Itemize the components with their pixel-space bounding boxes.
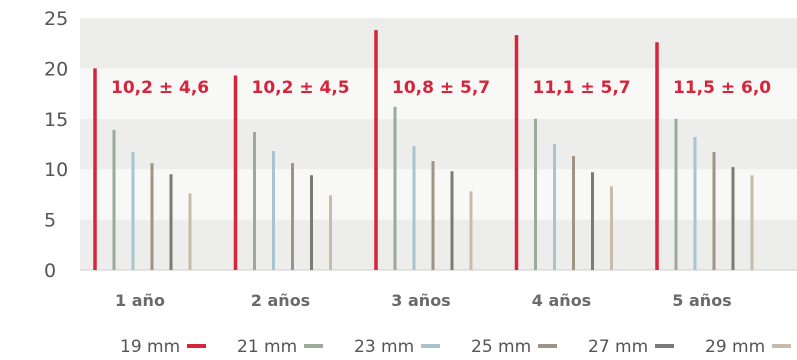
legend-swatch <box>187 344 206 348</box>
annotation-label: 10,2 ± 4,6 <box>111 78 209 98</box>
x-tick-label: 5 años <box>672 291 731 310</box>
legend-item: 19 mm <box>120 337 206 357</box>
y-tick-label: 25 <box>44 8 68 30</box>
grid-band <box>80 219 797 270</box>
legend-label: 27 mm <box>588 337 648 357</box>
x-tick-label: 3 años <box>391 291 450 310</box>
legend-swatch <box>772 344 791 348</box>
legend-label: 25 mm <box>471 337 531 357</box>
legend-label: 19 mm <box>120 337 180 357</box>
legend-item: 25 mm <box>471 337 557 357</box>
y-tick-label: 0 <box>44 260 56 282</box>
grid-band <box>80 18 797 69</box>
annotation-label: 10,2 ± 4,5 <box>252 78 350 98</box>
legend-swatch <box>538 344 557 348</box>
annotation-label: 11,5 ± 6,0 <box>673 78 771 98</box>
legend: 19 mm 21 mm 23 mm 25 mm 27 mm 29 mm <box>120 337 791 357</box>
legend-item: 21 mm <box>237 337 323 357</box>
legend-label: 21 mm <box>237 337 297 357</box>
legend-swatch <box>421 344 440 348</box>
legend-swatch <box>655 344 674 348</box>
legend-item: 27 mm <box>588 337 674 357</box>
bars <box>93 30 754 270</box>
x-tick-label: 4 años <box>532 291 591 310</box>
legend-swatch <box>304 344 323 348</box>
y-tick-label: 5 <box>44 210 56 232</box>
y-tick-label: 10 <box>44 159 68 181</box>
x-tick-label: 2 años <box>251 291 310 310</box>
annotations: 10,2 ± 4,6 10,2 ± 4,5 10,8 ± 5,7 11,1 ± 5,7… <box>111 78 771 98</box>
grid-band <box>80 68 797 119</box>
grid-band <box>80 118 797 170</box>
legend-label: 29 mm <box>705 337 765 357</box>
x-axis: 1 año 2 años 3 años 4 años 5 años <box>115 291 732 310</box>
legend-label: 23 mm <box>354 337 414 357</box>
y-tick-label: 15 <box>44 109 68 131</box>
y-tick-label: 20 <box>44 58 68 80</box>
y-axis: 0 5 10 15 20 25 <box>44 8 68 282</box>
grid-band <box>80 169 797 220</box>
legend-item: 29 mm <box>705 337 791 357</box>
annotation-label: 10,8 ± 5,7 <box>392 78 490 98</box>
annotation-label: 11,1 ± 5,7 <box>533 78 631 98</box>
x-tick-label: 1 año <box>115 291 165 310</box>
grid-bands <box>80 18 797 271</box>
legend-item: 23 mm <box>354 337 440 357</box>
